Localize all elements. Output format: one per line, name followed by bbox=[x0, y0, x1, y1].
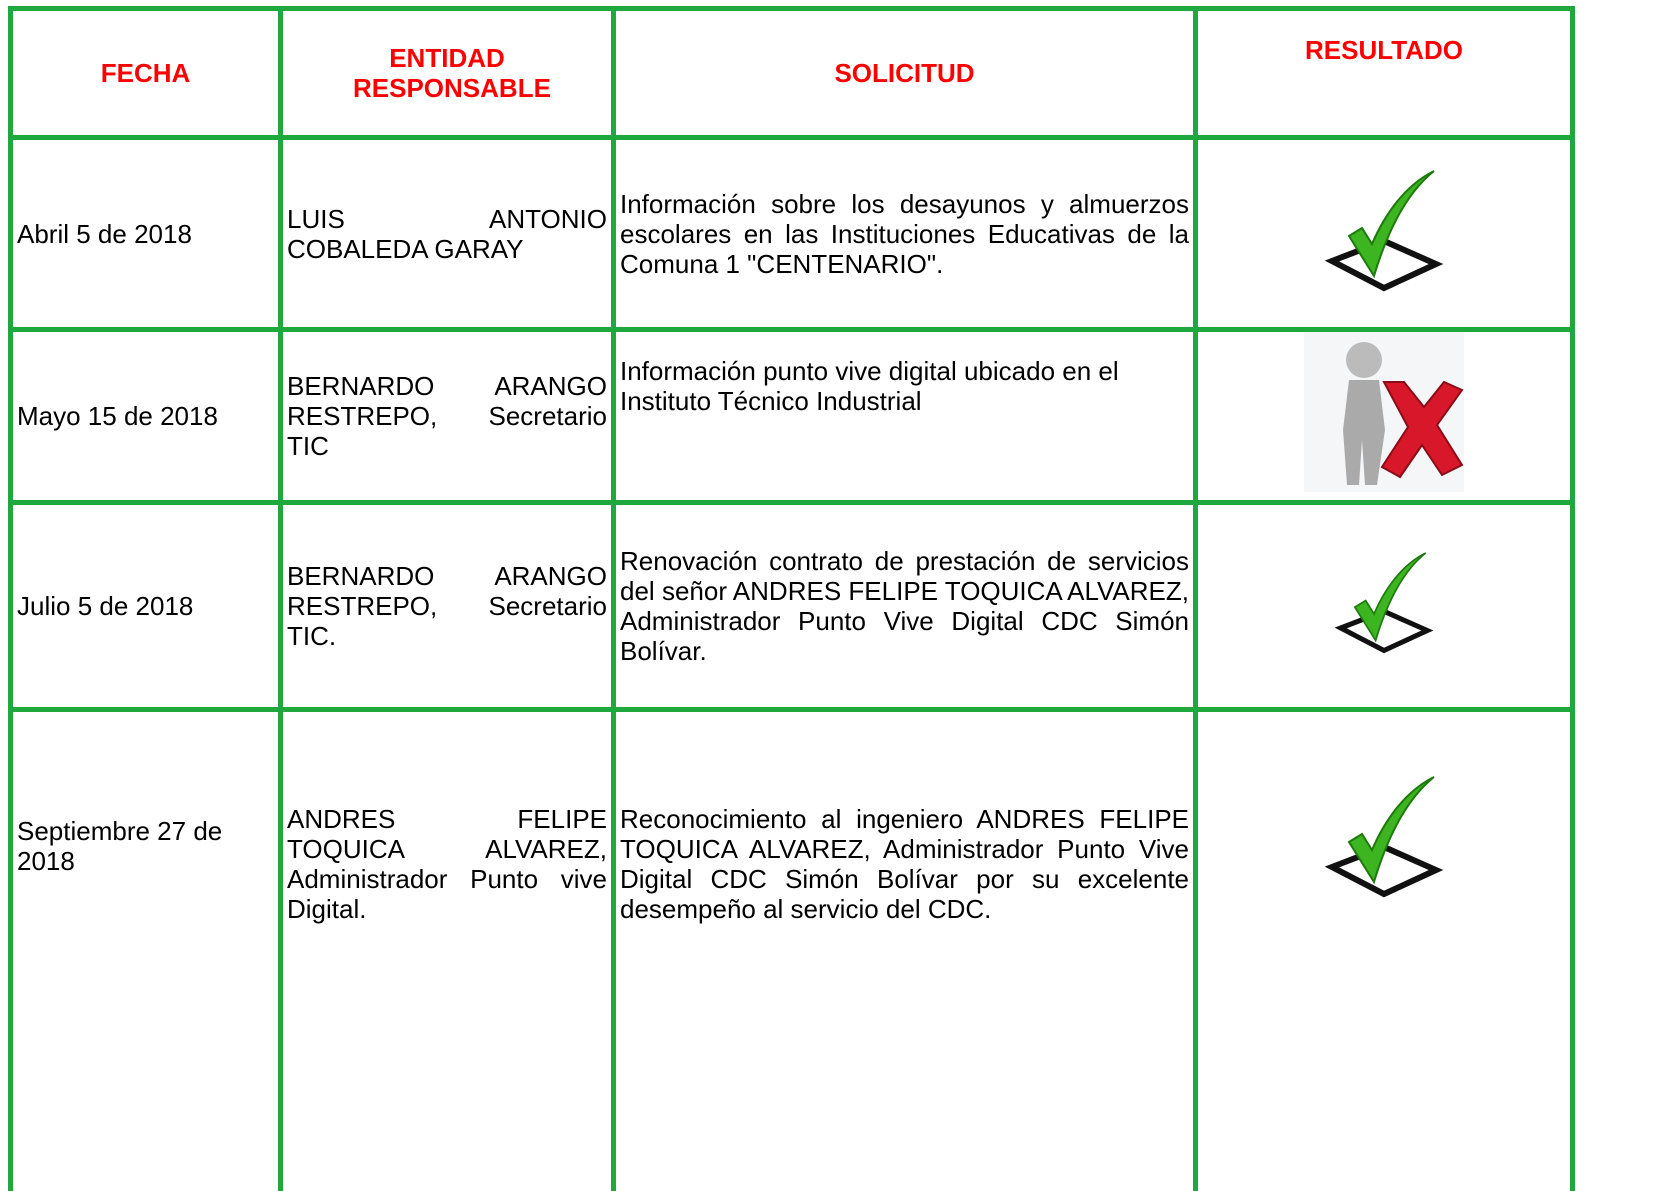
check-icon bbox=[1324, 772, 1444, 902]
row: Abril 5 de 2018 LUIS ANTONIO COBALEDA GA… bbox=[11, 138, 1573, 330]
request-cell: Renovación contrato de prestación de ser… bbox=[614, 503, 1196, 710]
header-cell: ENTIDAD RESPONSABLE bbox=[281, 9, 614, 138]
date-cell: Septiembre 27 de 2018 bbox=[11, 710, 281, 1191]
row: Julio 5 de 2018 BERNARDO ARANGO RESTREPO… bbox=[11, 503, 1573, 710]
header-cell: FECHA bbox=[11, 9, 281, 138]
date-cell: Mayo 15 de 2018 bbox=[11, 330, 281, 503]
row: Mayo 15 de 2018 BERNARDO ARANGO RESTREPO… bbox=[11, 330, 1573, 503]
check-icon bbox=[1334, 548, 1434, 658]
request-cell: Información punto vive digital ubicado e… bbox=[614, 330, 1196, 503]
check-icon bbox=[1324, 166, 1444, 296]
page: FECHA ENTIDAD RESPONSABLE SOLICITUD RESU… bbox=[0, 0, 1678, 1065]
header-row: FECHA ENTIDAD RESPONSABLE SOLICITUD RESU… bbox=[11, 9, 1573, 138]
entity-cell: ANDRES FELIPE TOQUICA ALVAREZ, Administr… bbox=[281, 710, 614, 1191]
request-cell: Información sobre los desayunos y almuer… bbox=[614, 138, 1196, 330]
result-cell bbox=[1196, 138, 1573, 330]
result-cell bbox=[1196, 330, 1573, 503]
result-cell bbox=[1196, 710, 1573, 1191]
header-cell: RESULTADO bbox=[1196, 9, 1573, 138]
entity-cell: BERNARDO ARANGO RESTREPO, Secretario TIC… bbox=[281, 503, 614, 710]
row: Septiembre 27 de 2018 ANDRES FELIPE TOQU… bbox=[11, 710, 1573, 1191]
date-cell: Abril 5 de 2018 bbox=[11, 138, 281, 330]
request-table: FECHA ENTIDAD RESPONSABLE SOLICITUD RESU… bbox=[8, 6, 1575, 1191]
entity-cell: LUIS ANTONIO COBALEDA GARAY bbox=[281, 138, 614, 330]
request-cell: Reconocimiento al ingeniero ANDRES FELIP… bbox=[614, 710, 1196, 1191]
date-cell: Julio 5 de 2018 bbox=[11, 503, 281, 710]
result-cell bbox=[1196, 503, 1573, 710]
header-cell: SOLICITUD bbox=[614, 9, 1196, 138]
entity-cell: BERNARDO ARANGO RESTREPO, Secretario TIC bbox=[281, 330, 614, 503]
cross-icon bbox=[1304, 332, 1464, 492]
